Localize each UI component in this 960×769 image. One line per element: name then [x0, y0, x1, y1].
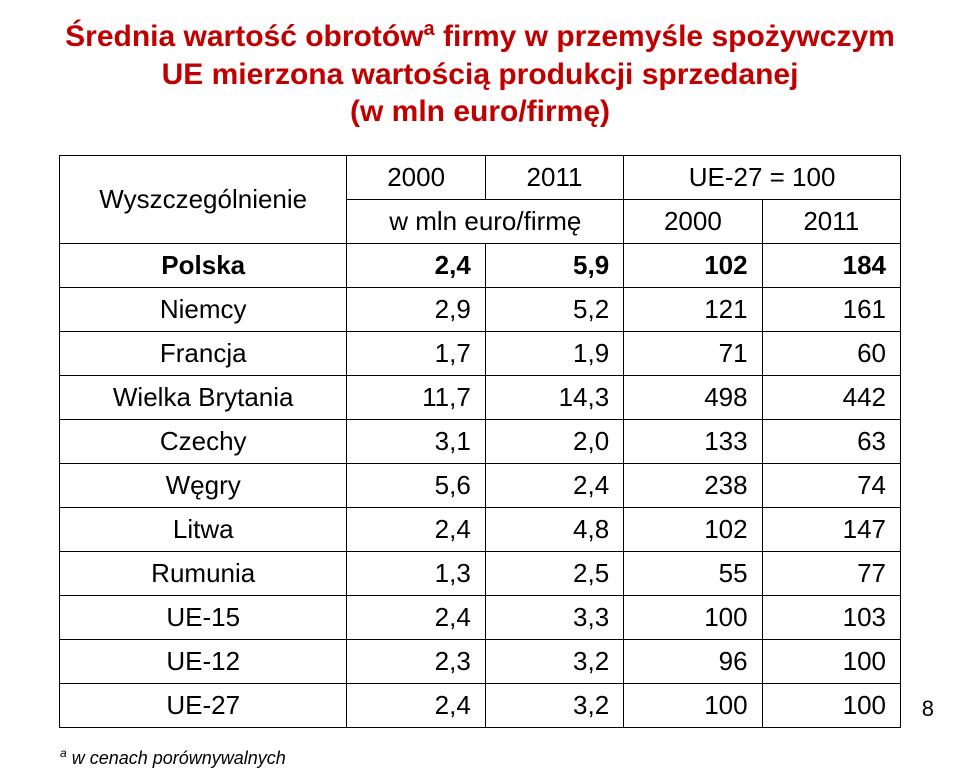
footnote-sup: a [60, 746, 67, 760]
title-line2: UE mierzona wartością produkcji sprzedan… [162, 58, 799, 91]
cell-value: 60 [762, 331, 900, 375]
cell-value: 100 [624, 683, 762, 727]
cell-value: 5,6 [347, 463, 485, 507]
title-line1b: firmy w przemyśle spożywczym [435, 20, 895, 53]
cell-value: 14,3 [485, 375, 623, 419]
cell-value: 1,7 [347, 331, 485, 375]
cell-value: 161 [762, 287, 900, 331]
cell-value: 5,9 [485, 243, 623, 287]
cell-value: 3,2 [485, 639, 623, 683]
cell-value: 442 [762, 375, 900, 419]
footnote-text: w cenach porównywalnych [67, 748, 286, 768]
header-col-a: 2000 [347, 155, 485, 199]
cell-value: 4,8 [485, 507, 623, 551]
row-label: Litwa [60, 507, 347, 551]
title-line3: (w mln euro/firmę) [350, 95, 610, 128]
row-label: Czechy [60, 419, 347, 463]
header-unit-label: w mln euro/firmę [347, 199, 624, 243]
cell-value: 1,3 [347, 551, 485, 595]
cell-value: 2,0 [485, 419, 623, 463]
row-label: Niemcy [60, 287, 347, 331]
table-row: UE-12 2,3 3,2 96 100 [60, 639, 901, 683]
row-label: UE-12 [60, 639, 347, 683]
header-index-label: UE-27 = 100 [624, 155, 901, 199]
cell-value: 63 [762, 419, 900, 463]
cell-value: 103 [762, 595, 900, 639]
cell-value: 11,7 [347, 375, 485, 419]
table-row: Rumunia 1,3 2,5 55 77 [60, 551, 901, 595]
cell-value: 2,4 [347, 683, 485, 727]
header-col-b: 2011 [485, 155, 623, 199]
cell-value: 100 [762, 683, 900, 727]
data-table: Wyszczególnienie 2000 2011 UE-27 = 100 w… [59, 155, 901, 728]
cell-value: 238 [624, 463, 762, 507]
cell-value: 77 [762, 551, 900, 595]
row-label: UE-15 [60, 595, 347, 639]
row-label: Rumunia [60, 551, 347, 595]
table-row: Francja 1,7 1,9 71 60 [60, 331, 901, 375]
table-row: Polska 2,4 5,9 102 184 [60, 243, 901, 287]
cell-value: 55 [624, 551, 762, 595]
cell-value: 71 [624, 331, 762, 375]
cell-value: 1,9 [485, 331, 623, 375]
slide-title: Średnia wartość obrotówa firmy w przemyś… [30, 18, 930, 131]
header-col-d: 2011 [762, 199, 900, 243]
table-row: Wielka Brytania 11,7 14,3 498 442 [60, 375, 901, 419]
cell-value: 100 [624, 595, 762, 639]
page-number: 8 [922, 696, 934, 722]
cell-value: 3,1 [347, 419, 485, 463]
cell-value: 74 [762, 463, 900, 507]
row-label: UE-27 [60, 683, 347, 727]
cell-value: 121 [624, 287, 762, 331]
cell-value: 498 [624, 375, 762, 419]
title-line1a: Średnia wartość obrotów [65, 20, 423, 53]
cell-value: 2,3 [347, 639, 485, 683]
cell-value: 2,4 [485, 463, 623, 507]
cell-value: 2,5 [485, 551, 623, 595]
row-label: Węgry [60, 463, 347, 507]
cell-value: 2,4 [347, 595, 485, 639]
cell-value: 147 [762, 507, 900, 551]
cell-value: 2,9 [347, 287, 485, 331]
footnote: a w cenach porównywalnych [60, 748, 930, 769]
cell-value: 102 [624, 507, 762, 551]
cell-value: 3,2 [485, 683, 623, 727]
header-rowhead: Wyszczególnienie [60, 155, 347, 243]
cell-value: 96 [624, 639, 762, 683]
cell-value: 184 [762, 243, 900, 287]
cell-value: 100 [762, 639, 900, 683]
row-label: Wielka Brytania [60, 375, 347, 419]
header-col-c: 2000 [624, 199, 762, 243]
table-row: UE-27 2,4 3,2 100 100 [60, 683, 901, 727]
table-row: UE-15 2,4 3,3 100 103 [60, 595, 901, 639]
table-row: Węgry 5,6 2,4 238 74 [60, 463, 901, 507]
cell-value: 3,3 [485, 595, 623, 639]
cell-value: 2,4 [347, 507, 485, 551]
row-label: Francja [60, 331, 347, 375]
table-body: Polska 2,4 5,9 102 184 Niemcy 2,9 5,2 12… [60, 243, 901, 727]
table-row: Litwa 2,4 4,8 102 147 [60, 507, 901, 551]
cell-value: 5,2 [485, 287, 623, 331]
table-row: Czechy 3,1 2,0 133 63 [60, 419, 901, 463]
table-row: Niemcy 2,9 5,2 121 161 [60, 287, 901, 331]
cell-value: 2,4 [347, 243, 485, 287]
row-label: Polska [60, 243, 347, 287]
title-sup: a [424, 18, 435, 40]
cell-value: 133 [624, 419, 762, 463]
cell-value: 102 [624, 243, 762, 287]
